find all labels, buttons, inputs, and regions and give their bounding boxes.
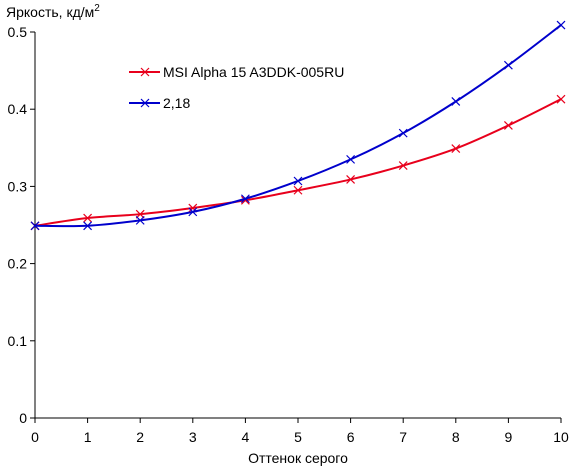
series-2-point (30, 221, 40, 231)
axes (34, 32, 561, 419)
x-ticks: 0 1 2 3 4 5 6 7 8 9 10 (31, 418, 569, 445)
legend-item-1: MSI Alpha 15 A3DDK-005RU (129, 64, 344, 80)
legend: MSI Alpha 15 A3DDK-005RU 2,18 (129, 64, 344, 111)
legend-label: MSI Alpha 15 A3DDK-005RU (163, 64, 344, 80)
x-tick-label: 8 (452, 429, 460, 445)
series-2-point (293, 176, 303, 186)
y-tick-label: 0.5 (8, 24, 28, 40)
legend-marker (140, 98, 150, 108)
series-layer (30, 20, 566, 231)
x-tick-label: 9 (505, 429, 513, 445)
series-2-point (346, 154, 356, 164)
series-2-point (83, 221, 93, 231)
y-tick-label: 0.2 (8, 256, 28, 272)
series-1 (30, 94, 566, 231)
y-axis-title-superscript: 2 (94, 3, 100, 14)
series-2-point (556, 20, 566, 30)
series-2-point (503, 60, 513, 70)
y-axis-title: Яркость, кд/м2 (6, 3, 100, 20)
x-tick-label: 3 (189, 429, 197, 445)
x-tick-label: 0 (31, 429, 39, 445)
x-tick-label: 2 (136, 429, 144, 445)
x-tick-label: 7 (399, 429, 407, 445)
series-1-line (34, 98, 562, 227)
legend-label: 2,18 (163, 95, 190, 111)
series-1-point (346, 175, 356, 184)
series-1-point (83, 213, 93, 223)
y-axis-title-text: Яркость, кд/м (6, 4, 94, 20)
x-tick-label: 4 (242, 429, 250, 445)
y-ticks: 0 0.1 0.2 0.3 0.4 0.5 (8, 24, 35, 426)
series-2-point (451, 97, 461, 106)
x-axis-title: Оттенок серого (248, 450, 348, 466)
series-1-point (293, 185, 303, 195)
y-tick-label: 0.1 (8, 333, 28, 349)
y-tick-label: 0 (19, 410, 27, 426)
series-2-point (135, 215, 145, 225)
legend-item-2: 2,18 (129, 95, 190, 111)
x-tick-label: 5 (294, 429, 302, 445)
y-tick-label: 0.3 (8, 178, 28, 194)
series-1-point (451, 144, 461, 153)
series-2-point (240, 194, 250, 204)
x-tick-label: 10 (553, 429, 569, 445)
series-2-point (188, 207, 198, 217)
x-tick-label: 6 (347, 429, 355, 445)
series-2-line (34, 24, 562, 228)
legend-marker (140, 67, 150, 77)
series-1-point (398, 161, 408, 170)
series-1-point (503, 120, 513, 130)
series-2 (30, 20, 566, 231)
series-1-point (556, 94, 566, 104)
y-tick-label: 0.4 (8, 101, 28, 117)
series-2-point (398, 128, 408, 138)
x-tick-label: 1 (84, 429, 92, 445)
